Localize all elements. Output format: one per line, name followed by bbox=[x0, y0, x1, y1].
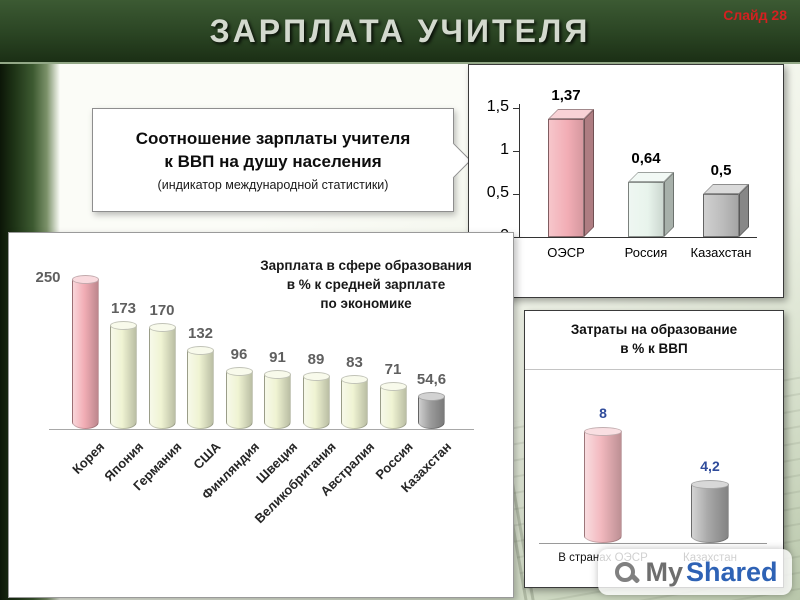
bar-value-label: 0,64 bbox=[631, 150, 661, 167]
chart-bar bbox=[264, 374, 291, 429]
spending-chart-plot: 8В странах ОЭСР4,2Казахстан bbox=[525, 311, 783, 587]
y-axis-line bbox=[519, 103, 520, 237]
watermark-text-shared: Shared bbox=[685, 556, 778, 587]
bar-value-label: 170 bbox=[149, 302, 175, 319]
bar-value-label: 250 bbox=[35, 269, 61, 286]
bar-value-label: 132 bbox=[187, 325, 214, 342]
spending-chart-title-line1: Затраты на образование bbox=[570, 322, 738, 337]
baseline bbox=[539, 543, 767, 544]
chart-bar bbox=[302, 376, 330, 429]
chart-bar bbox=[548, 119, 584, 237]
bar-top-ellipse bbox=[187, 346, 214, 355]
callout-line1: Соотношение зарплаты учителя bbox=[135, 129, 411, 149]
callout-arrow bbox=[435, 142, 472, 179]
watermark-text-my: My bbox=[645, 556, 683, 587]
salary-chart-title-line1: Зарплата в сфере образования bbox=[260, 258, 472, 273]
bar-value-label: 71 bbox=[384, 361, 402, 378]
chart-bar bbox=[110, 325, 137, 429]
callout-box: Соотношение зарплаты учителя к ВВП на ду… bbox=[92, 108, 472, 212]
category-label: США bbox=[189, 439, 224, 473]
title-divider bbox=[525, 369, 783, 370]
callout-line3: (индикатор международной статистики) bbox=[157, 177, 389, 192]
callout-line2: к ВВП на душу населения bbox=[164, 152, 382, 171]
y-tick-label: 0,5 bbox=[486, 184, 509, 201]
chart-bar bbox=[379, 386, 407, 429]
salary-chart-title: Зарплата в сфере образования в % к средн… bbox=[235, 257, 497, 314]
page-title: ЗАРПЛАТА УЧИТЕЛЯ bbox=[209, 12, 591, 49]
spending-chart-title: Затраты на образование в % к ВВП bbox=[525, 321, 783, 359]
bar-value-label: 54,6 bbox=[416, 371, 447, 388]
chart-bar bbox=[703, 194, 739, 237]
y-tick-label: 1 bbox=[500, 141, 509, 158]
bar-value-label: 83 bbox=[346, 354, 363, 371]
salary-chart-title-line3: по экономике bbox=[320, 295, 412, 311]
bar-value-label: 96 bbox=[230, 346, 248, 363]
bar-side-face bbox=[739, 184, 749, 237]
chart-bar bbox=[341, 379, 368, 429]
x-axis-line bbox=[519, 237, 757, 238]
bar-top-ellipse bbox=[418, 392, 445, 401]
chart-bar bbox=[187, 350, 214, 429]
bar-value-label: 1,37 bbox=[551, 87, 581, 104]
tick-mark bbox=[513, 194, 519, 195]
bar-side-face bbox=[584, 109, 594, 237]
bar-top-ellipse bbox=[71, 275, 99, 284]
bar-value-label: 4,2 bbox=[700, 458, 720, 474]
bar-value-label: 89 bbox=[307, 351, 325, 368]
bar-value-label: 8 bbox=[599, 405, 607, 421]
tick-mark bbox=[513, 108, 519, 109]
baseline bbox=[49, 429, 474, 430]
bar-top-ellipse bbox=[379, 382, 407, 391]
chart-bar bbox=[628, 182, 664, 237]
bar-value-label: 173 bbox=[110, 300, 137, 317]
chart-bar bbox=[225, 371, 253, 429]
bar-top-ellipse bbox=[584, 427, 622, 436]
bar-top-ellipse bbox=[225, 367, 253, 376]
bar-top-ellipse bbox=[148, 323, 176, 332]
bar-top-ellipse bbox=[691, 480, 729, 489]
bar-top-ellipse bbox=[302, 372, 330, 381]
chart-bar bbox=[148, 327, 176, 429]
bar-top-ellipse bbox=[341, 375, 368, 384]
category-label: Россия bbox=[624, 245, 668, 260]
bar-side-face bbox=[664, 172, 674, 237]
chart-bar bbox=[418, 396, 445, 429]
myshared-watermark[interactable]: My Shared bbox=[598, 549, 792, 595]
salary-chart-plot: 250 Корея 173 Япония 170 Германия 132 США 96 Финл… bbox=[9, 233, 513, 597]
bar-value-label: 0,5 bbox=[710, 162, 732, 179]
bar-top-ellipse bbox=[110, 321, 137, 330]
bar-value-label: 91 bbox=[269, 349, 286, 366]
category-label: ОЭСР bbox=[547, 245, 585, 260]
chart-bar bbox=[584, 431, 622, 543]
bar-top-ellipse bbox=[264, 370, 291, 379]
tick-mark bbox=[513, 237, 519, 238]
title-banner: ЗАРПЛАТА УЧИТЕЛЯ bbox=[0, 0, 800, 64]
y-tick-label: 1,5 bbox=[486, 98, 509, 115]
salary-chart-panel: Зарплата в сфере образования в % к средн… bbox=[8, 232, 514, 598]
chart-bar bbox=[71, 279, 99, 429]
salary-chart-title-line2: в % к средней зарплате bbox=[286, 276, 446, 292]
category-label: Казахстан bbox=[690, 245, 752, 260]
tick-mark bbox=[513, 151, 519, 152]
magnifier-icon bbox=[612, 559, 639, 586]
chart-bar bbox=[691, 484, 729, 543]
slide-number-badge: Слайд 28 bbox=[723, 7, 787, 23]
spending-chart-title-line2: в % к ВВП bbox=[620, 340, 688, 356]
